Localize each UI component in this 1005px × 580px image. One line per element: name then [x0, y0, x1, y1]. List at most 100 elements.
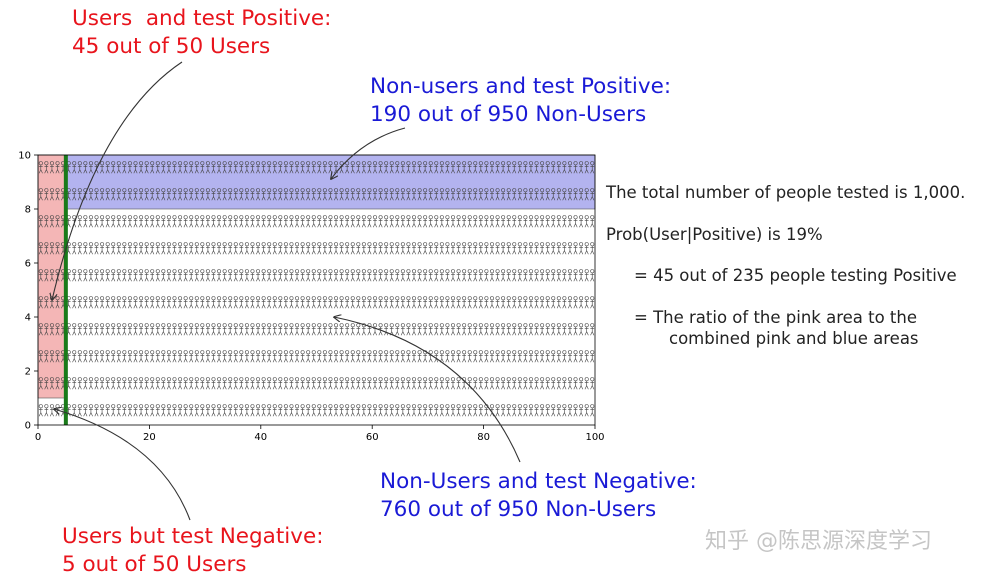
- person-icon: [105, 404, 110, 417]
- person-icon: [556, 323, 562, 336]
- person-icon: [562, 404, 567, 417]
- person-icon: [133, 377, 138, 390]
- person-icon: [411, 323, 417, 336]
- person-icon: [272, 323, 277, 336]
- person-icon: [406, 377, 411, 390]
- person-icon: [255, 269, 261, 282]
- plot-frame: [37, 154, 596, 426]
- person-icon: [489, 323, 495, 336]
- person-icon: [495, 350, 500, 363]
- person-icon: [478, 404, 484, 417]
- person-icon: [77, 350, 82, 363]
- person-icon: [200, 323, 205, 336]
- chart-regions: [37, 154, 596, 399]
- person-icon: [383, 404, 389, 417]
- person-icon: [556, 296, 562, 309]
- person-icon: [305, 350, 311, 363]
- person-icon: [523, 377, 528, 390]
- person-icon: [556, 350, 562, 363]
- person-icon: [300, 242, 305, 255]
- annotation-nonusers-positive: Non-users and test Positive: 190 out of …: [370, 74, 671, 127]
- person-icon: [450, 296, 456, 309]
- person-icon: [289, 269, 294, 282]
- person-icon: [144, 404, 149, 417]
- person-icon: [138, 296, 144, 309]
- person-icon: [188, 404, 194, 417]
- person-icon: [517, 377, 523, 390]
- person-icon: [317, 377, 322, 390]
- person-icon: [506, 377, 511, 390]
- person-icon: [350, 323, 355, 336]
- annotation-users-negative: Users but test Negative: 5 out of 50 Use…: [62, 524, 323, 577]
- person-icon: [367, 242, 372, 255]
- person-icon: [539, 296, 545, 309]
- person-icon: [211, 404, 216, 417]
- person-icon: [400, 242, 406, 255]
- person-icon: [322, 296, 328, 309]
- person-icon: [200, 269, 205, 282]
- person-icon: [333, 269, 339, 282]
- person-icon: [289, 242, 294, 255]
- person-icon: [439, 323, 445, 336]
- person-icon: [395, 350, 400, 363]
- person-icon: [88, 350, 94, 363]
- person-icon: [484, 296, 489, 309]
- person-icon: [244, 242, 250, 255]
- person-icon: [72, 269, 77, 282]
- users-negative-line1: Users but test Negative:: [62, 524, 323, 549]
- person-icon: [77, 323, 82, 336]
- person-icon: [188, 269, 194, 282]
- person-icon: [99, 269, 105, 282]
- person-icon: [111, 269, 116, 282]
- person-icon: [211, 377, 216, 390]
- person-icon: [428, 269, 433, 282]
- person-icon: [434, 242, 439, 255]
- person-icon: [578, 296, 584, 309]
- person-icon: [133, 269, 138, 282]
- person-icon: [255, 350, 261, 363]
- person-icon: [99, 242, 105, 255]
- person-icon: [138, 404, 144, 417]
- person-icon: [317, 404, 322, 417]
- person-icon: [244, 215, 250, 228]
- person-icon: [395, 296, 400, 309]
- person-icon: [411, 377, 417, 390]
- arrow-nonusers-negative: [334, 317, 521, 463]
- person-icon: [261, 242, 266, 255]
- person-icon: [489, 350, 495, 363]
- person-icon: [205, 215, 211, 228]
- person-icon: [344, 242, 350, 255]
- person-icon: [378, 350, 383, 363]
- person-icon: [77, 377, 82, 390]
- person-icon: [473, 269, 478, 282]
- person-icon: [395, 269, 400, 282]
- person-icon: [111, 377, 116, 390]
- person-icon: [283, 215, 289, 228]
- person-icon: [528, 296, 534, 309]
- person-icon: [545, 350, 550, 363]
- person-icon: [539, 404, 545, 417]
- person-icon: [551, 242, 556, 255]
- person-icon: [311, 350, 316, 363]
- person-icon: [161, 242, 166, 255]
- person-icon: [183, 269, 188, 282]
- person-icon: [339, 377, 344, 390]
- person-icon: [378, 215, 383, 228]
- person-icon: [367, 377, 372, 390]
- person-icon: [506, 269, 511, 282]
- person-icon: [300, 296, 305, 309]
- person-icon: [556, 215, 562, 228]
- person-icon: [183, 404, 188, 417]
- person-icon: [406, 404, 411, 417]
- person-icon: [94, 323, 99, 336]
- person-icon: [328, 404, 333, 417]
- person-icon: [200, 377, 205, 390]
- person-icon: [484, 350, 489, 363]
- person-icon: [305, 296, 311, 309]
- person-icon: [372, 215, 378, 228]
- person-icon: [551, 404, 556, 417]
- person-icon: [417, 296, 422, 309]
- person-icon: [255, 404, 261, 417]
- person-icon: [266, 269, 272, 282]
- person-icon: [272, 296, 277, 309]
